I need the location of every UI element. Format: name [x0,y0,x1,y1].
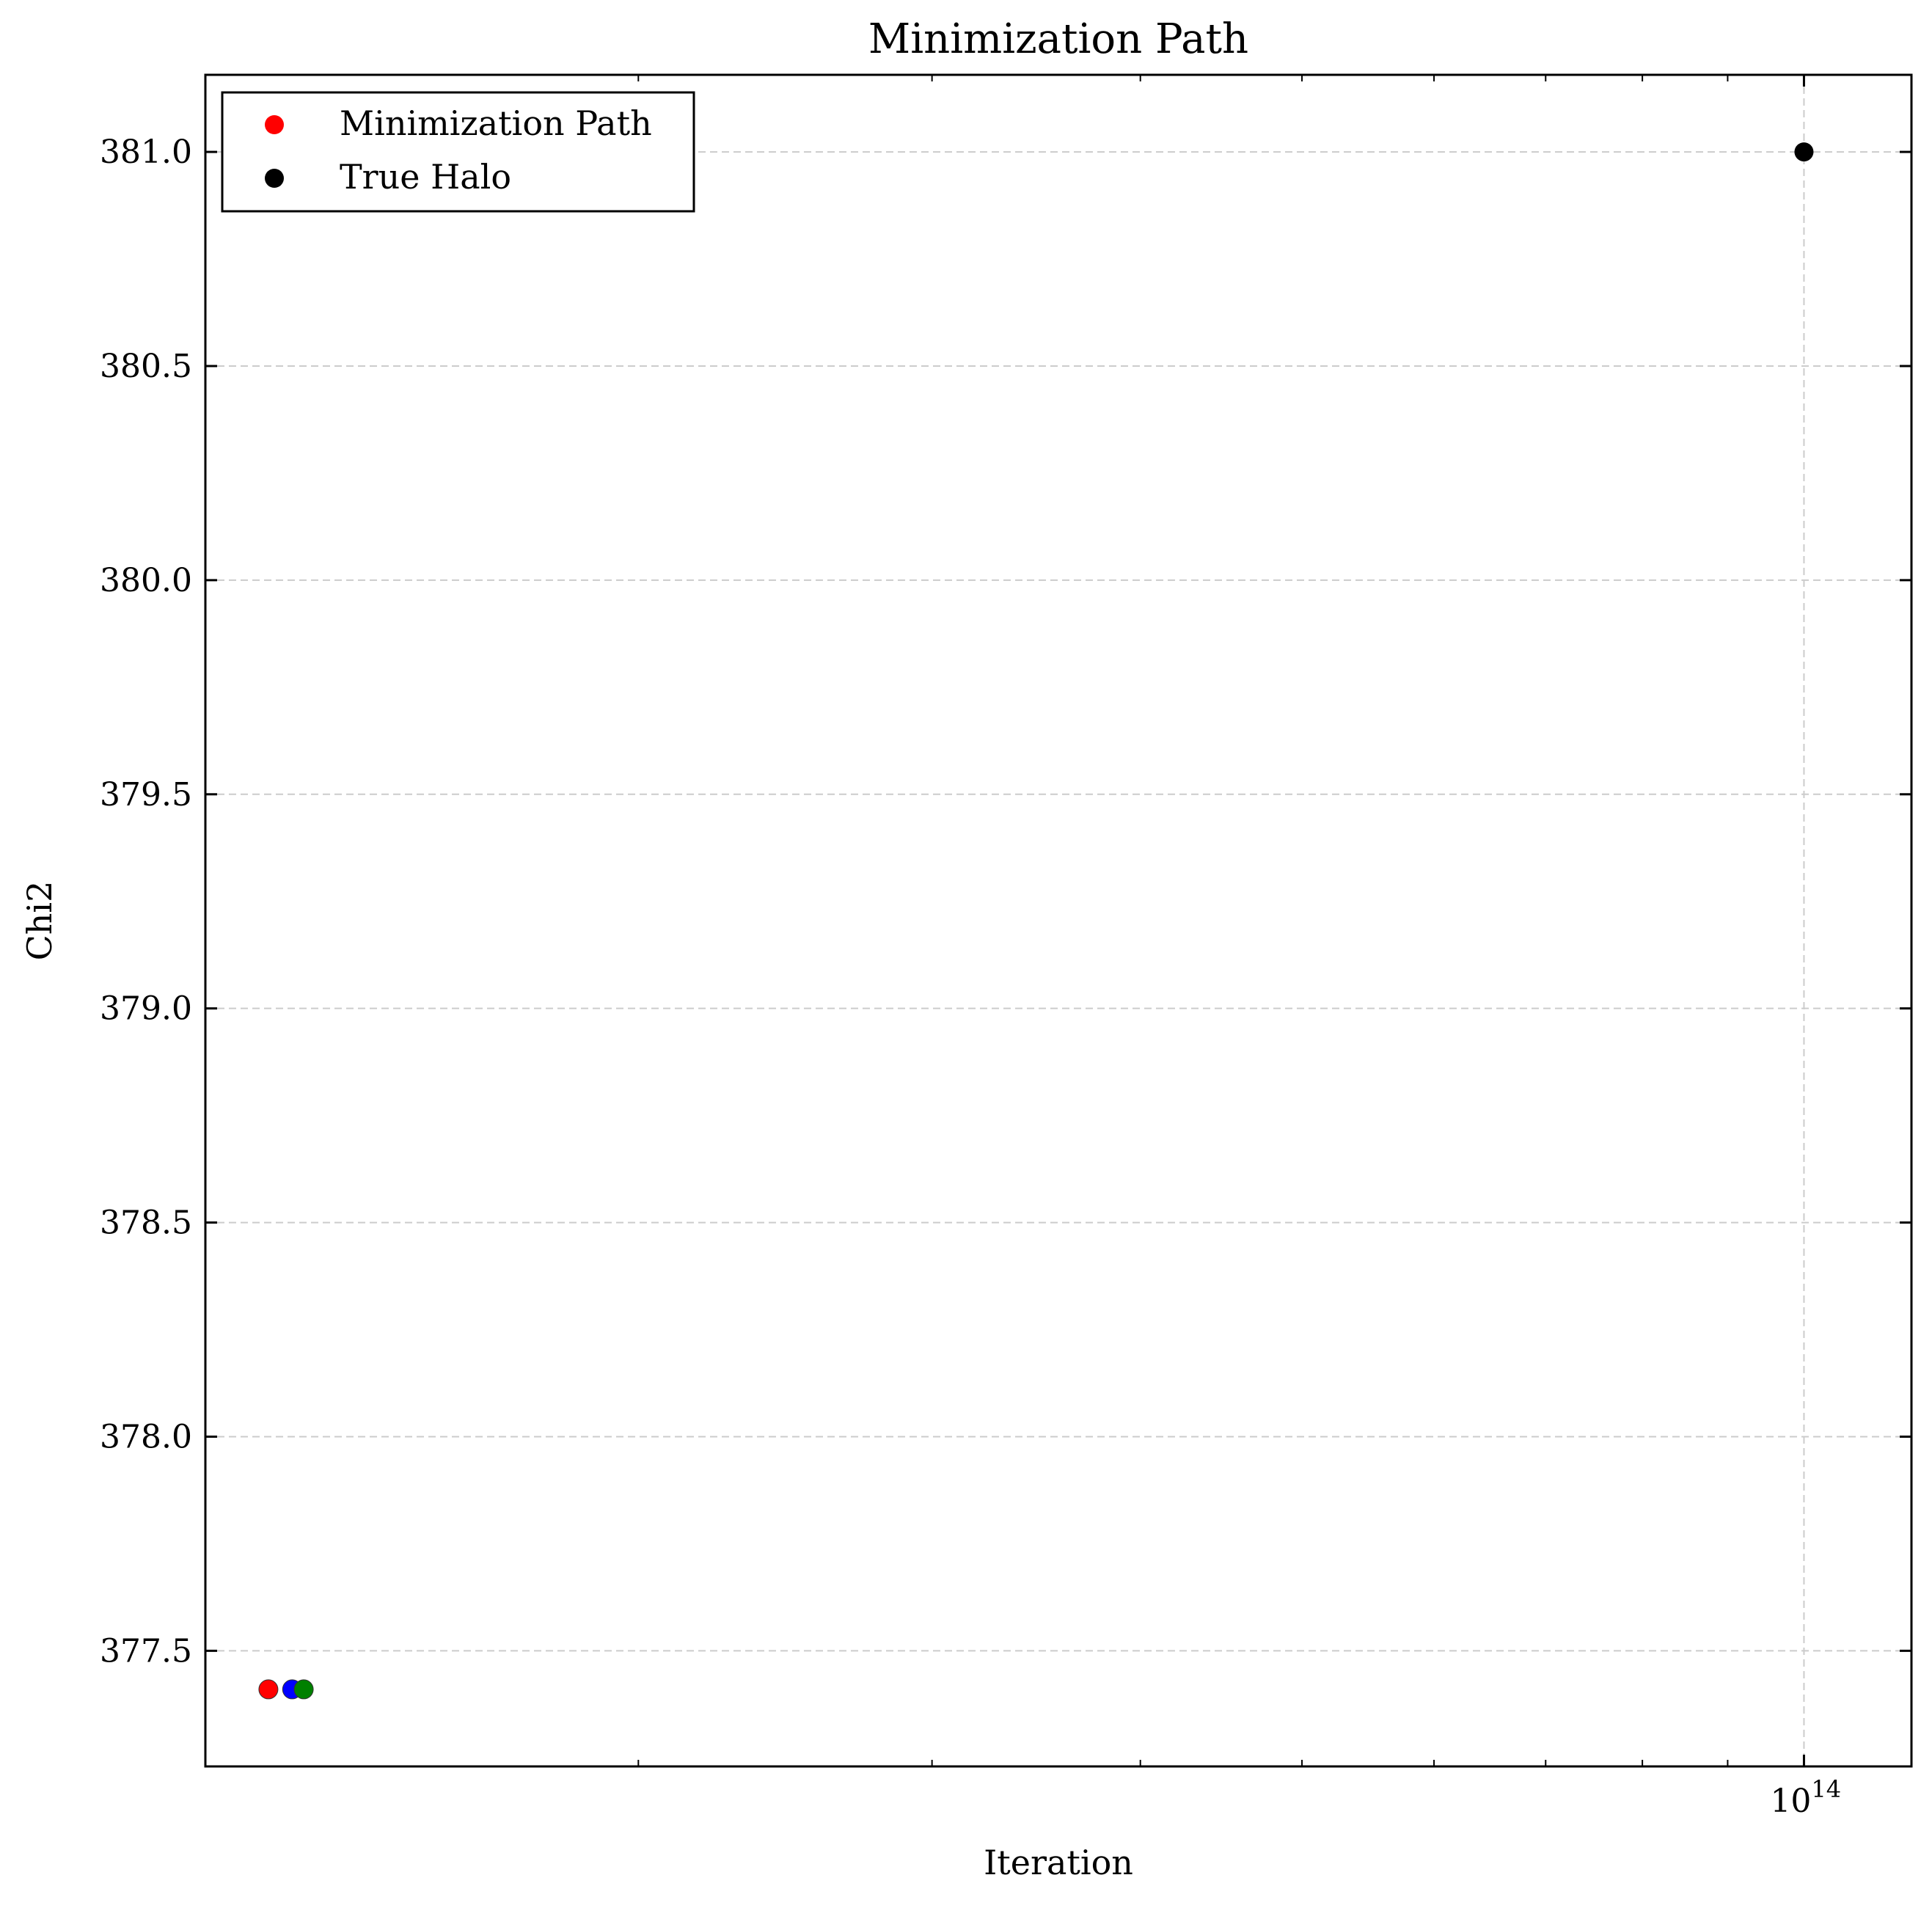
legend-box [221,91,695,213]
data-points [258,142,1814,1700]
x-tick-label-exponent: 14 [1811,1775,1841,1803]
y-tick-label: 379.5 [100,776,192,814]
legend-marker-true-halo [265,169,284,188]
y-tick-label: 381.0 [100,134,192,171]
y-tick-label: 378.0 [100,1418,192,1455]
y-tick-label: 380.5 [100,348,192,385]
axis-ticks [205,75,1911,1766]
minimization-path-point [293,1679,314,1700]
legend-marker-minimization-path [265,115,284,134]
chart-title: Minimization Path [868,15,1248,63]
legend: Minimization Path True Halo [221,91,695,213]
plot-frame [204,73,1913,1768]
true-halo-point [1794,142,1814,162]
tick-labels: 377.5 378.0 378.5 379.0 379.5 380.0 380.5 381.0… [100,134,1841,1820]
y-tick-label: 380.0 [100,562,192,599]
y-axis-label: Chi2 [20,881,59,961]
legend-label-true-halo: True Halo [340,157,511,197]
y-tick-label: 377.5 [100,1632,192,1670]
x-tick-label: 10 [1770,1783,1811,1820]
legend-label-minimization-path: Minimization Path [340,103,652,143]
x-axis-label: Iteration [984,1843,1133,1882]
minimization-path-point [258,1679,279,1700]
y-tick-label: 379.0 [100,990,192,1028]
y-tick-label: 378.5 [100,1205,192,1242]
grid-lines [205,75,1911,1766]
